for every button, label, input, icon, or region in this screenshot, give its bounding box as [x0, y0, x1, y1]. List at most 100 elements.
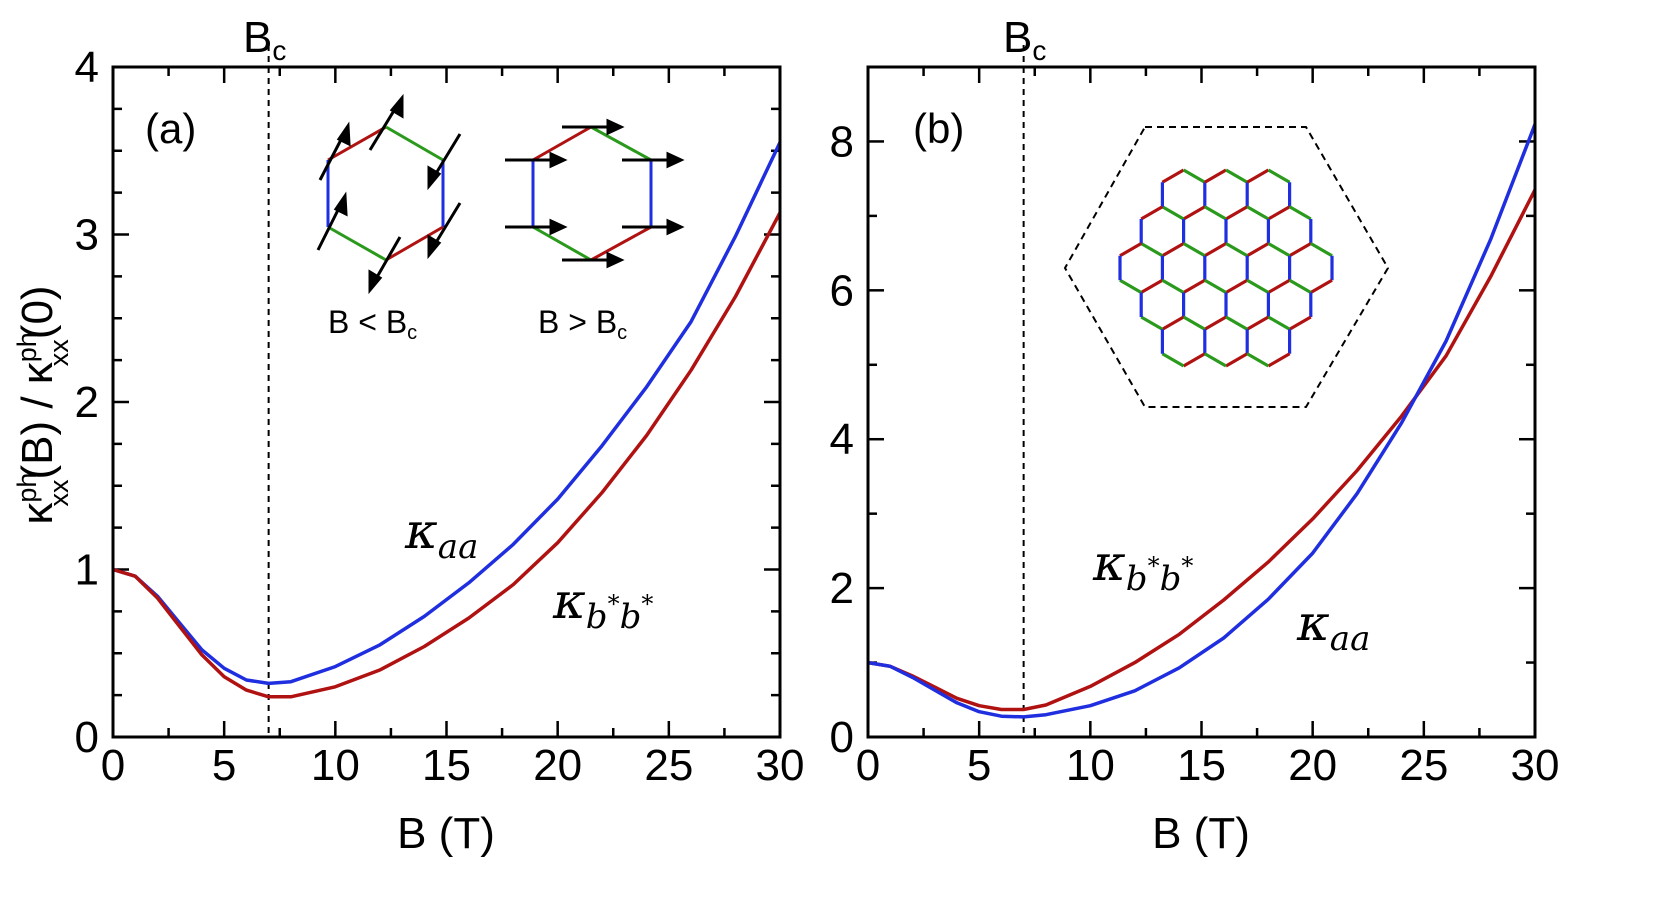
honeycomb-bond [1161, 278, 1185, 294]
spin-arrows-polarized [505, 118, 685, 269]
y-tick-label: 1 [75, 546, 99, 595]
x-tick-label: 20 [1288, 741, 1337, 790]
x-tick-label: 25 [644, 741, 693, 790]
x-tick-label: 30 [1511, 741, 1560, 790]
panel-b-ticks [866, 65, 1537, 739]
label-kappa-bb-a: κb*b* [552, 572, 653, 637]
honeycomb-bond [1140, 278, 1164, 294]
honeycomb-bond [1119, 242, 1143, 258]
honeycomb-bond [1182, 352, 1206, 368]
y-tick-label: 0 [830, 713, 854, 762]
y-tick-label: 0 [75, 713, 99, 762]
honeycomb-bond [1161, 242, 1185, 258]
honeycomb-bond [1246, 242, 1270, 258]
inset-hexagon-below-bc: B < Bc [316, 93, 462, 344]
panel-b-tick-labels: 0 5 10 15 20 25 30 0 2 4 6 8 [830, 117, 1560, 790]
series-kappa-bb [112, 211, 782, 699]
honeycomb-bond [1140, 242, 1164, 258]
x-tick-label: 0 [856, 741, 880, 790]
x-tick-label: 5 [212, 741, 236, 790]
honeycomb-bond [1246, 205, 1270, 221]
honeycomb-bond [1309, 278, 1333, 294]
label-kappa-aa-b: κaa [1296, 594, 1370, 659]
panel-b-bc-label: Bc [1003, 13, 1046, 66]
honeycomb-bond [1140, 205, 1164, 221]
honeycomb-bond [1182, 315, 1206, 331]
panel-a-ticks [111, 65, 782, 739]
honeycomb-bond [1225, 242, 1249, 258]
honeycomb-bond [1267, 352, 1291, 368]
honeycomb-bond [1203, 315, 1227, 331]
honeycomb-bond [1267, 168, 1291, 184]
series-kappa-bb [867, 189, 1537, 712]
panel-b-label: (b) [913, 105, 964, 152]
honeycomb-bond [1225, 278, 1249, 294]
honeycomb-bond [1267, 242, 1291, 258]
honeycomb-bond [1309, 242, 1333, 258]
honeycomb-bond [1182, 205, 1206, 221]
y-tick-label: 2 [75, 378, 99, 427]
honeycomb-bond [1225, 315, 1249, 331]
honeycomb-bond [1140, 315, 1164, 331]
inset-caption-above-bc: B > Bc [538, 304, 627, 344]
inset-honeycomb-lattice [1063, 126, 1390, 408]
series-kappa-aa [867, 123, 1537, 719]
honeycomb-bond [1119, 278, 1143, 294]
panel-b-xlabel: B (T) [1152, 809, 1250, 858]
honeycomb-bond [1288, 242, 1312, 258]
x-tick-label: 15 [422, 741, 471, 790]
honeycomb-bond [1246, 168, 1270, 184]
y-tick-label: 8 [830, 117, 854, 166]
honeycomb-bond [1161, 352, 1185, 368]
honeycomb-bond [1182, 278, 1206, 294]
honeycomb-bond [1267, 278, 1291, 294]
panel-a-series [112, 141, 782, 699]
honeycomb-bond [1246, 315, 1270, 331]
honeycomb-bond [1161, 315, 1185, 331]
honeycomb-bond [1267, 315, 1291, 331]
panel-a: 0 5 10 15 20 25 30 0 1 2 3 4 Bc (a) B (T) κaa κb*b* [75, 13, 805, 858]
label-kappa-aa-a: κaa [404, 502, 478, 567]
honeycomb-bond [1203, 352, 1227, 368]
inset-caption-below-bc: B < Bc [328, 304, 417, 344]
honeycomb-bond [1288, 205, 1312, 221]
inset-hexagon-above-bc: B > Bc [505, 118, 685, 344]
honeycomb-bond [1246, 278, 1270, 294]
x-tick-label: 20 [533, 741, 582, 790]
x-tick-label: 25 [1399, 741, 1448, 790]
x-tick-label: 0 [101, 741, 125, 790]
honeycomb-bond [1288, 315, 1312, 331]
honeycomb-bond [1267, 205, 1291, 221]
panel-a-tick-labels: 0 5 10 15 20 25 30 0 1 2 3 4 [75, 43, 805, 790]
label-kappa-bb-b: κb*b* [1092, 534, 1193, 599]
honeycomb-bond [1161, 205, 1185, 221]
honeycomb-bond [1225, 352, 1249, 368]
honeycomb-bond [1203, 278, 1227, 294]
honeycomb-bond [1246, 352, 1270, 368]
honeycomb-bond [1182, 242, 1206, 258]
honeycomb-bond [1203, 242, 1227, 258]
honeycomb-bond [1161, 168, 1185, 184]
panel-b-series [867, 123, 1537, 719]
spin-arrows-canted [316, 93, 462, 295]
panel-a-frame [111, 65, 782, 739]
series-kappa-aa [112, 141, 782, 686]
honeycomb-bond [1225, 168, 1249, 184]
honeycomb-boundary [1063, 126, 1390, 408]
y-tick-label: 2 [830, 564, 854, 613]
honeycomb-bond [1203, 168, 1227, 184]
y-tick-label: 3 [75, 211, 99, 260]
panel-a-bc-label: Bc [243, 13, 286, 66]
x-tick-label: 30 [756, 741, 805, 790]
honeycomb-bond [1225, 205, 1249, 221]
honeycomb-bond [1203, 205, 1227, 221]
honeycomb-bond [1288, 278, 1312, 294]
x-tick-label: 10 [1066, 741, 1115, 790]
x-tick-label: 10 [311, 741, 360, 790]
honeycomb-bonds [1118, 168, 1334, 368]
x-tick-label: 15 [1177, 741, 1226, 790]
panel-a-label: (a) [145, 105, 196, 152]
y-tick-label: 4 [830, 415, 854, 464]
panel-b-frame [866, 65, 1537, 739]
